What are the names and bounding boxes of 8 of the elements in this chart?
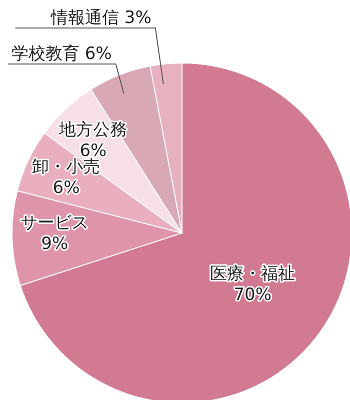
slice-label: 医療・福祉	[210, 264, 296, 284]
slice-label: 地方公務	[58, 120, 128, 140]
slice-label: サービス	[20, 212, 89, 233]
data-label: 6%	[52, 178, 80, 198]
data-label: 9%	[41, 234, 68, 254]
slice-label: 情報通信 3%	[50, 8, 152, 28]
slice-label: 学校教育 6%	[11, 44, 112, 64]
data-label: 70%	[234, 284, 272, 305]
